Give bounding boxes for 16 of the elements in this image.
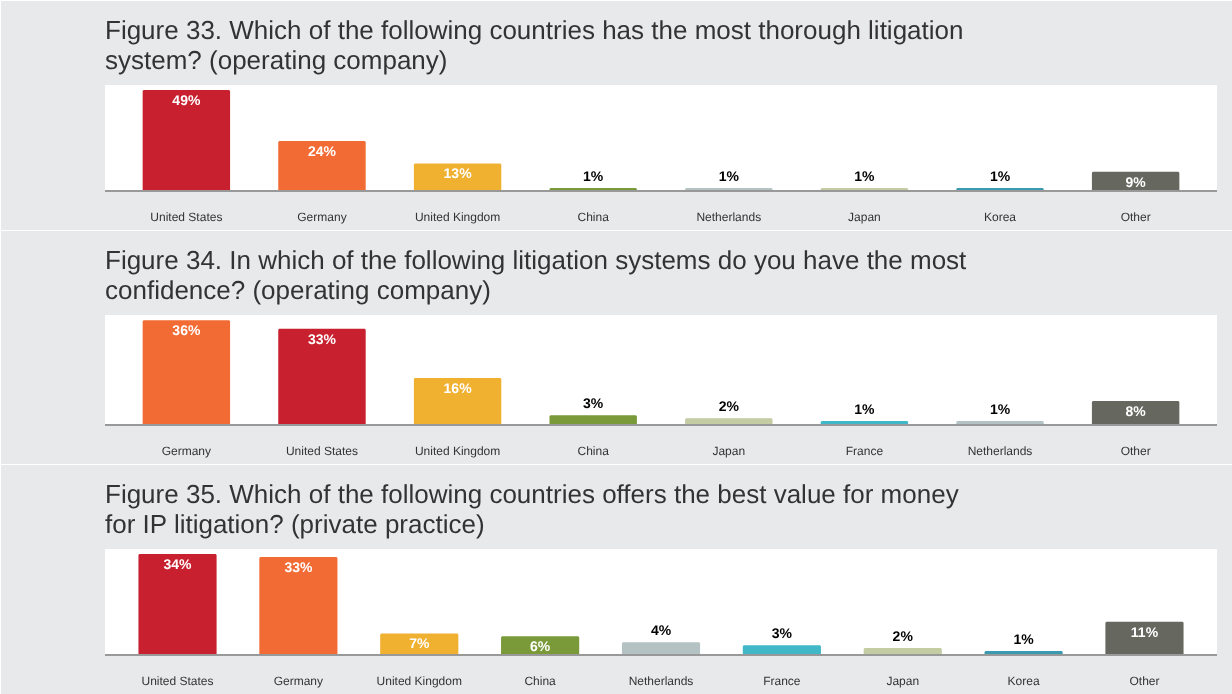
bar (138, 554, 217, 655)
bar (413, 377, 502, 425)
chart-title: Figure 34. In which of the following litigation systems do you have the most confidence? (operating company) (105, 245, 968, 305)
bar (621, 642, 701, 655)
bar (549, 415, 637, 425)
bar (142, 90, 231, 191)
bar (278, 328, 366, 425)
bar (142, 320, 231, 425)
bar (742, 645, 821, 655)
bar (1105, 621, 1184, 655)
bar (278, 141, 366, 191)
bar (259, 556, 338, 655)
chart-title: Figure 33. Which of the following countries has the most thorough litigation system? (operating company) (105, 15, 964, 75)
chart-title: Figure 35. Which of the following countries offers the best value for money for IP litigation? (private practice) (105, 479, 960, 539)
bar (413, 163, 502, 191)
bar (380, 633, 459, 655)
